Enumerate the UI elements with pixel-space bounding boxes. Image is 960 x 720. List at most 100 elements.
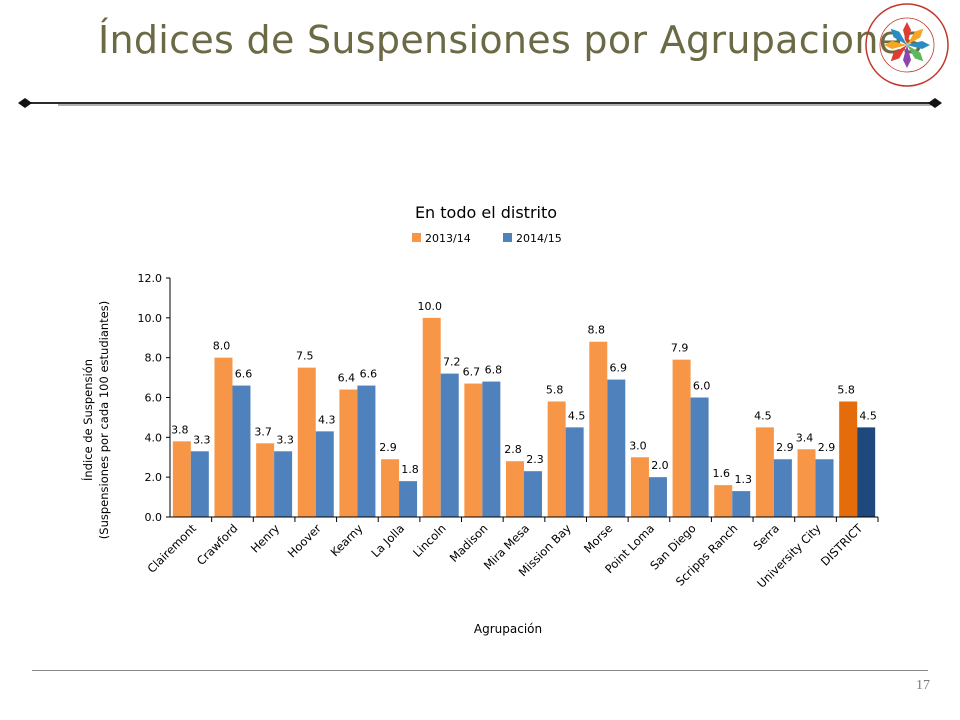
x-axis-label: Agrupación [474, 622, 542, 636]
y-tick-label: 4.0 [145, 431, 163, 444]
x-tick-label: Serra [750, 521, 782, 553]
bar-2013-14 [755, 427, 774, 517]
bar-data-label: 4.5 [568, 409, 586, 422]
bar-2014-15 [648, 477, 667, 517]
x-tick-label: La Jolla [368, 521, 407, 560]
bar-2014-15 [857, 427, 876, 517]
bar-2014-15 [815, 459, 834, 517]
y-tick-label: 8.0 [145, 352, 163, 365]
bar-data-label: 2.9 [776, 441, 794, 454]
y-axis: 0.0 2.0 4.0 6.0 8.0 10.0 12.0 [138, 272, 171, 524]
x-tick-label: Clairemont [144, 521, 199, 576]
logo-petal [907, 41, 930, 49]
legend-swatch-2014 [503, 233, 512, 242]
bar-data-label: 2.9 [818, 441, 836, 454]
bar-data-label: 1.8 [401, 463, 419, 476]
bar-2013-14 [506, 461, 524, 517]
logo-petal [884, 41, 907, 49]
bar-data-label: 5.8 [837, 383, 855, 396]
bar-data-label: 10.0 [417, 300, 442, 313]
bar-2014-15 [524, 471, 542, 517]
bar-2013-14 [381, 459, 400, 517]
bar-data-label: 6.6 [235, 368, 253, 381]
page-number: 17 [916, 678, 930, 693]
bar-2013-14 [714, 485, 733, 517]
bar-data-label: 8.8 [588, 324, 606, 337]
y-tick-label: 10.0 [138, 312, 163, 325]
y-tick-label: 0.0 [145, 511, 163, 524]
x-tick-label: Morse [581, 521, 615, 555]
slide-title: Índices de Suspensiones por Agrupaciones [98, 18, 923, 62]
bar-2013-14 [339, 389, 358, 517]
bar-2013-14 [297, 367, 316, 517]
bar-data-label: 4.3 [318, 413, 336, 426]
bar-2014-15 [482, 381, 501, 517]
chart-title: En todo el distrito [415, 203, 557, 222]
y-axis-label-units: (Suspensiones por cada 100 estudiantes) [97, 301, 111, 539]
legend: 2013/14 2014/15 [412, 232, 562, 245]
logo-petal [907, 28, 924, 45]
x-tick-label: Hoover [285, 521, 324, 560]
star-icon [884, 22, 930, 68]
bar-data-label: 2.8 [504, 443, 522, 456]
bar-data-label: 2.3 [526, 453, 544, 466]
bar-2014-15 [565, 427, 584, 517]
bar-2013-14 [839, 401, 858, 517]
bar-2013-14 [797, 449, 816, 517]
bar-data-label: 4.5 [859, 409, 877, 422]
footer-divider [32, 670, 928, 671]
bar-data-label: 6.6 [360, 368, 378, 381]
bar-data-label: 3.8 [171, 423, 189, 436]
bar-data-label: 6.0 [693, 380, 711, 393]
logo-petal [903, 22, 911, 45]
bar-2013-14 [672, 359, 691, 517]
bar-data-label: 6.4 [338, 372, 356, 385]
bar-data-label: 6.9 [610, 362, 628, 375]
bar-2014-15 [357, 385, 376, 517]
bar-2014-15 [190, 451, 209, 517]
x-tick-label: Kearny [328, 521, 366, 559]
x-tick-label: Lincoln [410, 521, 449, 560]
bars: 3.8 3.3 8.0 6.6 3.7 3.3 7.5 4.3 6.4 6.6 2.9 1.8 10.0… [171, 300, 877, 517]
bar-2014-15 [232, 385, 251, 517]
bar-data-label: 2.0 [651, 459, 669, 472]
bar-data-label: 7.2 [443, 356, 461, 369]
bar-data-label: 5.8 [546, 383, 564, 396]
logo-petal [907, 45, 924, 62]
bar-data-label: 1.3 [734, 473, 752, 486]
y-axis-label: Índice de Suspensión [80, 359, 95, 481]
logo-petal [890, 45, 907, 62]
bar-data-label: 3.0 [629, 439, 647, 452]
bar-2014-15 [440, 373, 459, 517]
bar-2014-15 [690, 397, 709, 517]
bar-data-label: 3.4 [796, 431, 814, 444]
legend-label-2014: 2014/15 [516, 232, 562, 245]
bar-data-label: 7.9 [671, 342, 689, 355]
bar-2013-14 [214, 357, 233, 517]
x-tick-label: Crawford [194, 521, 241, 568]
bar-2014-15 [773, 459, 792, 517]
title-divider [18, 98, 942, 108]
bar-data-label: 4.5 [754, 409, 772, 422]
logo-petal [903, 45, 911, 68]
bar-data-label: 7.5 [296, 350, 314, 363]
bar-2013-14 [172, 441, 191, 517]
y-tick-label: 2.0 [145, 471, 163, 484]
x-tick-label: Henry [248, 521, 282, 555]
bar-2014-15 [399, 481, 418, 517]
bar-data-label: 2.9 [379, 441, 397, 454]
x-tick-label: DISTRICT [818, 521, 866, 569]
bar-2014-15 [732, 491, 751, 517]
bar-2014-15 [274, 451, 293, 517]
bar-data-label: 3.7 [254, 425, 272, 438]
bar-2013-14 [589, 341, 608, 517]
bar-2014-15 [315, 431, 334, 517]
y-tick-label: 6.0 [145, 392, 163, 405]
legend-swatch-2013 [412, 233, 421, 242]
bar-2013-14 [547, 401, 566, 517]
bar-2013-14 [256, 443, 275, 517]
y-tick-label: 12.0 [138, 272, 163, 285]
bar-data-label: 3.3 [276, 433, 294, 446]
